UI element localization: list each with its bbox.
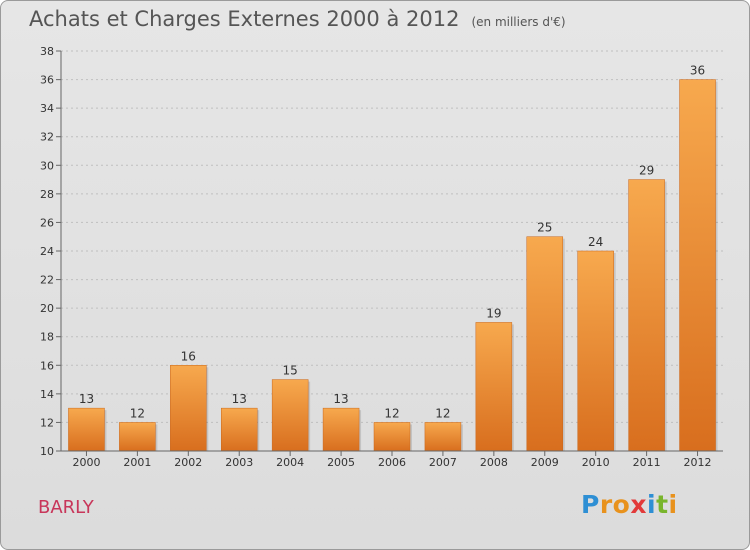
title-text: Achats et Charges Externes 2000 à 2012 [29, 7, 460, 31]
y-tick-label: 38 [40, 45, 54, 58]
bar [577, 250, 614, 452]
bar [271, 379, 309, 452]
y-tick-label: 36 [40, 74, 54, 87]
x-tick-label: 2012 [684, 456, 712, 469]
y-tick-label: 20 [40, 302, 54, 315]
bar [526, 236, 564, 452]
bar-value-label: 12 [384, 406, 399, 420]
bar-value-label: 12 [435, 406, 450, 420]
bar-value-label: 15 [283, 364, 298, 378]
x-tick-label: 2010 [582, 456, 610, 469]
x-tick-label: 2007 [429, 456, 457, 469]
bar-value-label: 13 [232, 392, 247, 406]
y-tick-label: 24 [40, 245, 54, 258]
grid-lines [61, 50, 723, 452]
axes: 10 12 14 16 18 20 22 24 26 28 30 32 34 36 38 [40, 45, 723, 458]
y-tick-label: 16 [40, 359, 54, 372]
bar [628, 179, 665, 452]
logo-letter: r [599, 490, 613, 519]
y-tick-label: 12 [40, 416, 54, 429]
y-tick-label: 34 [40, 102, 54, 115]
labels: 13 2000 12 2001 16 2002 13 2003 15 2004 13 2005 12 20… [72, 64, 711, 469]
x-tick-label: 2011 [633, 456, 661, 469]
x-tick-label: 2005 [327, 456, 355, 469]
x-tick-label: 2001 [123, 456, 151, 469]
logo-letter: o [612, 490, 631, 519]
bar-value-label: 16 [181, 349, 196, 363]
bar-value-label: 13 [333, 392, 348, 406]
bar-value-label: 24 [588, 235, 603, 249]
logo-letter: x [630, 490, 647, 519]
logo-letter: P [581, 490, 600, 519]
x-tick-label: 2008 [480, 456, 508, 469]
bar-value-label: 29 [639, 164, 654, 178]
bar-value-label: 13 [79, 392, 94, 406]
x-tick-label: 2003 [225, 456, 253, 469]
logo-letter: i [668, 490, 678, 519]
chart-title: Achats et Charges Externes 2000 à 2012 (e… [29, 7, 566, 31]
y-tick-label: 18 [40, 331, 54, 344]
bar [170, 365, 207, 452]
bar-value-label: 36 [690, 64, 705, 78]
y-tick-label: 10 [40, 445, 54, 458]
bars [68, 79, 718, 452]
bar [679, 79, 716, 452]
y-tick-label: 14 [40, 388, 54, 401]
bar [424, 422, 462, 452]
x-tick-label: 2000 [72, 456, 100, 469]
commune-name: BARLY [38, 497, 94, 518]
bar-value-label: 19 [486, 306, 501, 320]
y-tick-label: 32 [40, 131, 54, 144]
bar [322, 407, 360, 452]
bar [68, 407, 105, 452]
bar [475, 322, 513, 452]
bar-value-label: 25 [537, 221, 552, 235]
y-tick-label: 28 [40, 188, 54, 201]
logo-letter: i [647, 490, 657, 519]
x-tick-label: 2002 [174, 456, 202, 469]
proxiti-logo[interactable]: Proxiti [581, 490, 678, 519]
y-tick-label: 22 [40, 274, 54, 287]
bar-value-label: 12 [130, 406, 145, 420]
bar [373, 422, 411, 452]
y-tick-label: 26 [40, 216, 54, 229]
logo-letter: t [656, 490, 669, 519]
x-tick-label: 2006 [378, 456, 406, 469]
y-tick-label: 30 [40, 159, 54, 172]
x-tick-label: 2004 [276, 456, 304, 469]
bar [119, 422, 156, 452]
unit-text: (en milliers d'€) [471, 15, 566, 29]
x-tick-label: 2009 [531, 456, 559, 469]
bar [220, 407, 258, 452]
